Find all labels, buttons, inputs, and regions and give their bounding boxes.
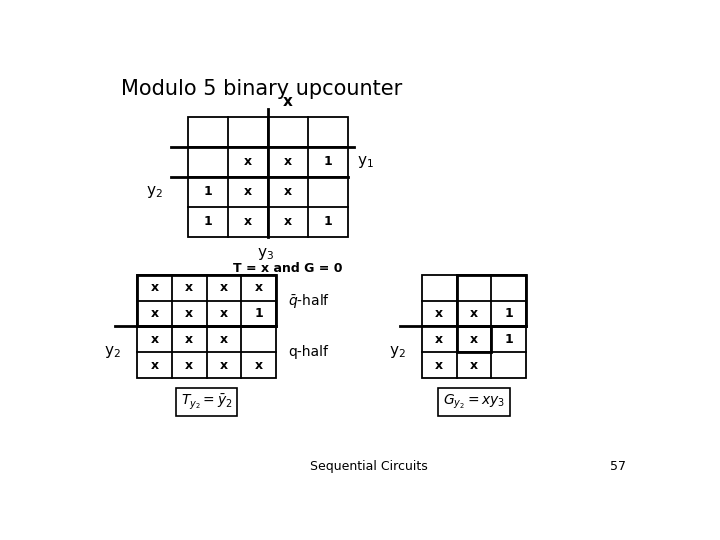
Bar [456,326,491,352]
Text: y$_2$: y$_2$ [104,344,121,360]
Text: Modulo 5 binary upcounter: Modulo 5 binary upcounter [121,79,402,99]
Text: x: x [185,333,194,346]
Text: 1: 1 [324,155,333,168]
Text: x: x [185,359,194,372]
Text: 1: 1 [203,185,212,198]
Text: x: x [284,185,292,198]
Text: 1: 1 [324,215,333,228]
Text: x: x [254,359,263,372]
Text: T = x and G = 0: T = x and G = 0 [233,262,342,275]
Text: x: x [244,215,252,228]
Text: x: x [150,281,159,294]
Text: $G_{y_2} = xy_3$: $G_{y_2} = xy_3$ [443,393,505,411]
Text: x: x [470,359,478,372]
Text: 1: 1 [254,307,263,320]
Text: x: x [220,307,228,320]
Text: x: x [220,359,228,372]
Text: y$_2$: y$_2$ [145,184,163,200]
Text: x: x [244,185,252,198]
Text: x: x [436,307,444,320]
Text: x: x [185,281,194,294]
Text: x: x [185,307,194,320]
Text: x: x [436,359,444,372]
Text: x: x [283,94,293,109]
Text: y$_3$: y$_3$ [257,246,274,262]
Text: x: x [284,215,292,228]
Text: x: x [244,155,252,168]
Text: $T_{y_2} = \bar{y}_2$: $T_{y_2} = \bar{y}_2$ [181,393,233,411]
Text: 57: 57 [610,460,626,473]
Text: x: x [470,307,478,320]
Bar [188,117,348,237]
Bar [422,275,526,378]
Text: y$_2$: y$_2$ [389,344,405,360]
Text: x: x [436,333,444,346]
Text: q-half: q-half [288,345,328,359]
Text: 1: 1 [504,333,513,346]
Bar [456,275,526,326]
Text: x: x [220,281,228,294]
Bar [138,275,276,326]
Text: x: x [150,307,159,320]
Text: $\bar{q}$-half: $\bar{q}$-half [288,292,330,309]
Text: x: x [150,359,159,372]
Text: x: x [220,333,228,346]
Text: x: x [470,333,478,346]
Text: 1: 1 [504,307,513,320]
Text: x: x [150,333,159,346]
Bar [138,275,276,378]
Text: 1: 1 [203,215,212,228]
Text: x: x [254,281,263,294]
Text: y$_1$: y$_1$ [356,154,374,170]
Text: x: x [284,155,292,168]
Text: Sequential Circuits: Sequential Circuits [310,460,428,473]
